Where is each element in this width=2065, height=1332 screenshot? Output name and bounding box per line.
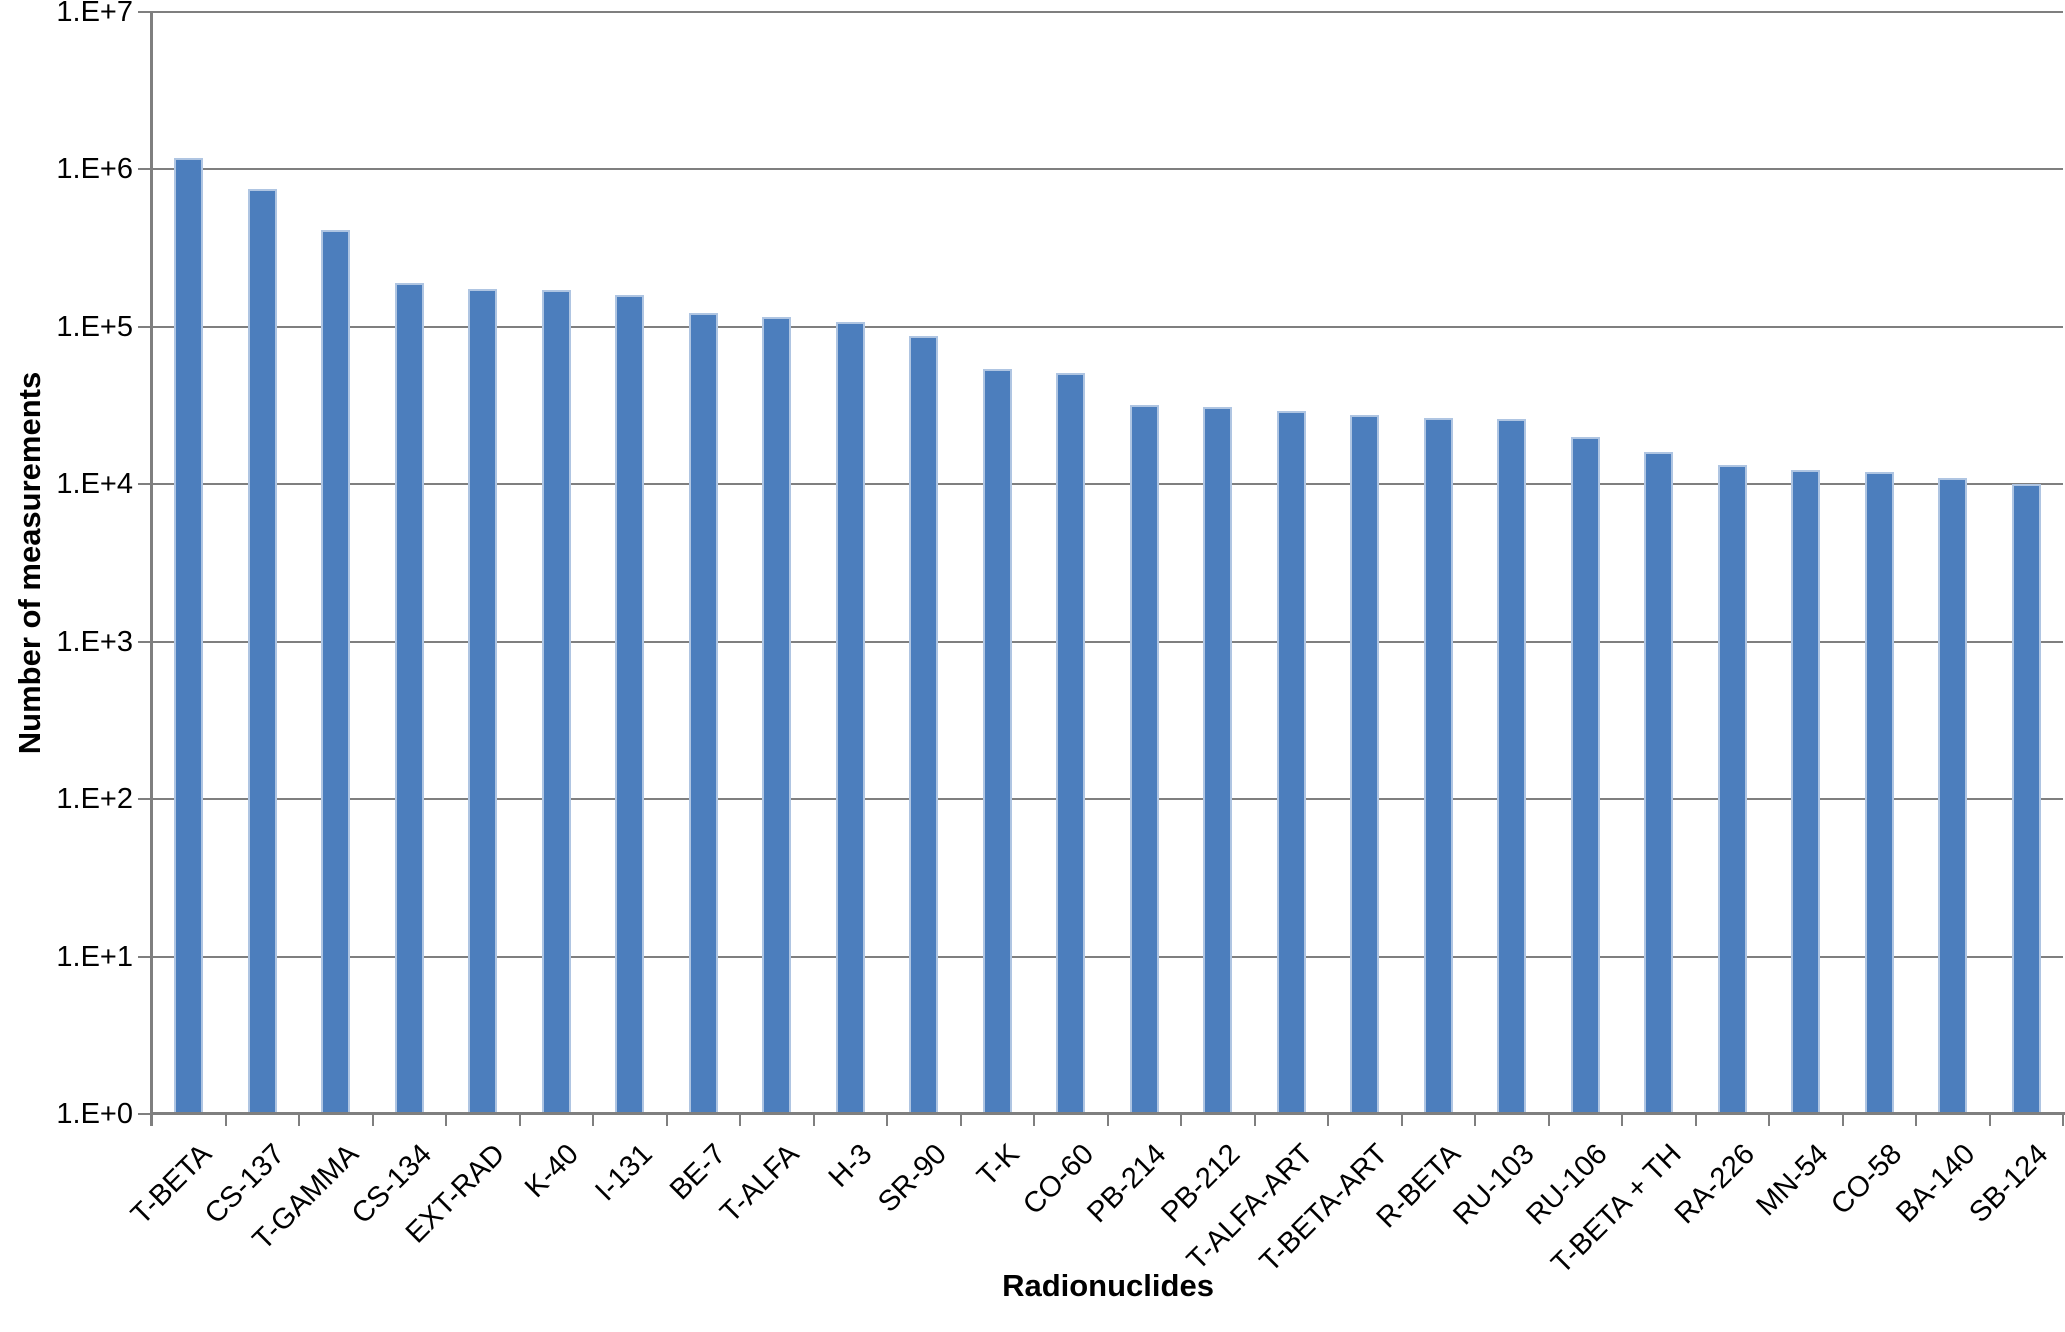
y-axis-line	[150, 12, 153, 1126]
x-tick-mark	[1621, 1114, 1623, 1126]
x-tick-mark	[1842, 1114, 1844, 1126]
y-tick-mark	[138, 483, 152, 485]
x-tick-mark	[445, 1114, 447, 1126]
bar-ra-226	[1718, 465, 1747, 1114]
x-axis-tick-label: SB-124	[1963, 1138, 2055, 1230]
bar-sr-90	[909, 336, 938, 1114]
y-gridline	[152, 11, 2063, 13]
bar-cs-134	[395, 283, 424, 1114]
y-axis-tick-label: 1.E+0	[56, 1098, 133, 1130]
bar-t-gamma	[321, 230, 350, 1114]
bar-k-40	[542, 290, 571, 1114]
x-tick-mark	[2062, 1114, 2064, 1126]
x-tick-mark	[1474, 1114, 1476, 1126]
y-axis-tick-label: 1.E+7	[56, 0, 133, 28]
bar-h-3	[836, 322, 865, 1114]
y-axis-tick-label: 1.E+3	[56, 626, 133, 658]
x-axis-title: Radionuclides	[1002, 1268, 1214, 1303]
x-axis-tick-label: T-K	[971, 1138, 1026, 1193]
x-tick-mark	[1327, 1114, 1329, 1126]
x-tick-mark	[1107, 1114, 1109, 1126]
y-axis-tick-label: 1.E+2	[56, 783, 133, 815]
x-axis-tick-label: K-40	[518, 1138, 585, 1204]
bar-mn-54	[1791, 470, 1820, 1114]
x-axis-line	[150, 1112, 2065, 1115]
x-axis-tick-label: RU-103	[1447, 1138, 1541, 1232]
x-axis-tick-label: I-131	[589, 1138, 659, 1208]
x-axis-tick-label: T-BETA + TH	[1545, 1138, 1688, 1281]
x-tick-mark	[1695, 1114, 1697, 1126]
bar-co-58	[1865, 472, 1894, 1114]
bar-t-beta-art	[1350, 415, 1379, 1114]
x-tick-mark	[1768, 1114, 1770, 1126]
y-axis-tick-label: 1.E+4	[56, 468, 133, 500]
x-axis-tick-label: T-BETA	[124, 1138, 218, 1231]
y-tick-mark	[138, 798, 152, 800]
x-axis-tick-label: RA-226	[1668, 1138, 1761, 1231]
x-tick-mark	[1033, 1114, 1035, 1126]
bar-ext-rad	[468, 289, 497, 1114]
x-tick-mark	[1915, 1114, 1917, 1126]
x-axis-tick-label: MN-54	[1750, 1138, 1835, 1223]
bar-t-alfa	[762, 317, 791, 1114]
x-tick-mark	[1401, 1114, 1403, 1126]
bar-ru-103	[1497, 419, 1526, 1114]
bar-cs-137	[248, 189, 277, 1114]
bar-be-7	[689, 313, 718, 1114]
y-axis-title-area: Number of measurements	[0, 0, 60, 1126]
x-tick-mark	[519, 1114, 521, 1126]
bar-pb-214	[1130, 405, 1159, 1114]
x-axis-tick-label: T-ALFA	[714, 1138, 806, 1230]
y-tick-mark	[138, 641, 152, 643]
bar-t-beta-th	[1644, 452, 1673, 1114]
y-gridline	[152, 326, 2063, 328]
bar-co-60	[1056, 373, 1085, 1114]
x-tick-mark	[298, 1114, 300, 1126]
x-tick-mark	[1180, 1114, 1182, 1126]
y-gridline	[152, 956, 2063, 958]
x-axis-tick-label: PB-214	[1081, 1138, 1173, 1230]
y-tick-mark	[138, 956, 152, 958]
y-gridline	[152, 168, 2063, 170]
y-axis-tick-label: 1.E+5	[56, 311, 133, 343]
x-tick-mark	[960, 1114, 962, 1126]
y-gridline	[152, 641, 2063, 643]
y-axis-tick-label: 1.E+1	[56, 941, 133, 973]
x-axis-tick-label: H-3	[822, 1138, 879, 1194]
bar-i-131	[615, 295, 644, 1114]
y-axis-tick-label: 1.E+6	[56, 153, 133, 185]
x-tick-mark	[1548, 1114, 1550, 1126]
y-tick-mark	[138, 11, 152, 13]
bar-t-k	[983, 369, 1012, 1114]
x-axis-tick-label: SR-90	[871, 1138, 953, 1219]
bar-pb-212	[1203, 407, 1232, 1114]
x-tick-mark	[1989, 1114, 1991, 1126]
y-gridline	[152, 798, 2063, 800]
bar-ba-140	[1938, 478, 1967, 1114]
x-axis-tick-label: BA-140	[1890, 1138, 1982, 1230]
bar-r-beta	[1424, 418, 1453, 1114]
x-axis-tick-label: BE-7	[663, 1138, 732, 1207]
bar-ru-106	[1571, 437, 1600, 1114]
x-tick-mark	[886, 1114, 888, 1126]
y-gridline	[152, 483, 2063, 485]
y-tick-mark	[138, 326, 152, 328]
bar-t-beta	[174, 158, 203, 1114]
y-tick-mark	[138, 1113, 152, 1115]
x-tick-mark	[372, 1114, 374, 1126]
x-tick-mark	[739, 1114, 741, 1126]
x-tick-mark	[813, 1114, 815, 1126]
x-tick-mark	[592, 1114, 594, 1126]
y-axis-title: Number of measurements	[12, 371, 47, 755]
bar-sb-124	[2012, 484, 2041, 1114]
bar-t-alfa-art	[1277, 411, 1306, 1114]
y-tick-mark	[138, 168, 152, 170]
x-tick-mark	[151, 1114, 153, 1126]
x-tick-mark	[225, 1114, 227, 1126]
x-tick-mark	[1254, 1114, 1256, 1126]
x-tick-mark	[666, 1114, 668, 1126]
